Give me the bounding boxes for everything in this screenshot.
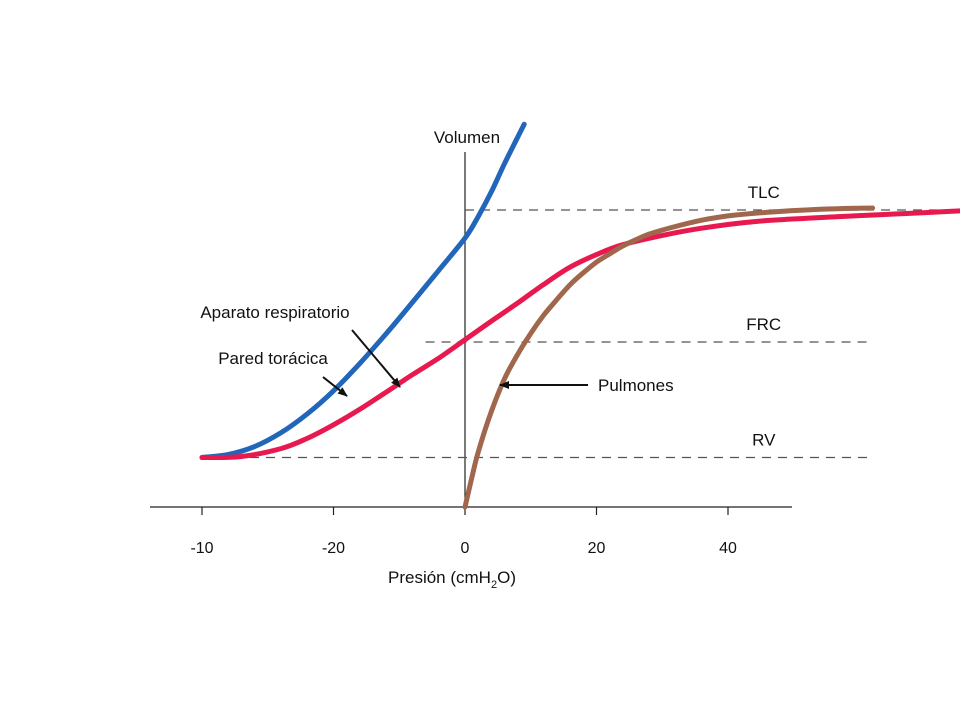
annotation-aparato-respiratorio: Aparato respiratorio [200, 303, 349, 322]
level-label-tlc: TLC [748, 183, 780, 202]
y-axis-label: Volumen [434, 128, 500, 147]
x-ticks: -10 -20 0 20 40 [190, 507, 737, 557]
annotation-arrow-aparato-respiratorio [351, 329, 401, 388]
annotation-arrow-pared-toracica [322, 376, 348, 397]
series-line-pulmones [462, 205, 876, 510]
series-line-pared-toracica [199, 121, 527, 460]
annotation-pared-toracica: Pared torácica [218, 349, 328, 368]
x-tick-label: 0 [461, 540, 470, 557]
annotation-pulmones: Pulmones [598, 376, 674, 395]
x-tick-label: 40 [719, 540, 737, 557]
x-axis-label: Presión (cmH2O) [388, 568, 516, 591]
x-tick-label: -10 [190, 540, 213, 557]
series-group [199, 121, 960, 510]
series-line-aparato-respiratorio [199, 208, 960, 460]
level-label-frc: FRC [746, 315, 781, 334]
x-tick-label: -20 [322, 540, 345, 557]
annotations: Aparato respiratorio Pared torácica Pulmon… [200, 303, 674, 397]
volume-levels: TLC FRC RV [202, 183, 960, 459]
x-tick-label: 20 [588, 540, 606, 557]
y-axis: Volumen [434, 128, 500, 507]
x-axis: -10 -20 0 20 40 Presión (cmH2O) [150, 506, 792, 591]
level-label-rv: RV [752, 431, 776, 450]
